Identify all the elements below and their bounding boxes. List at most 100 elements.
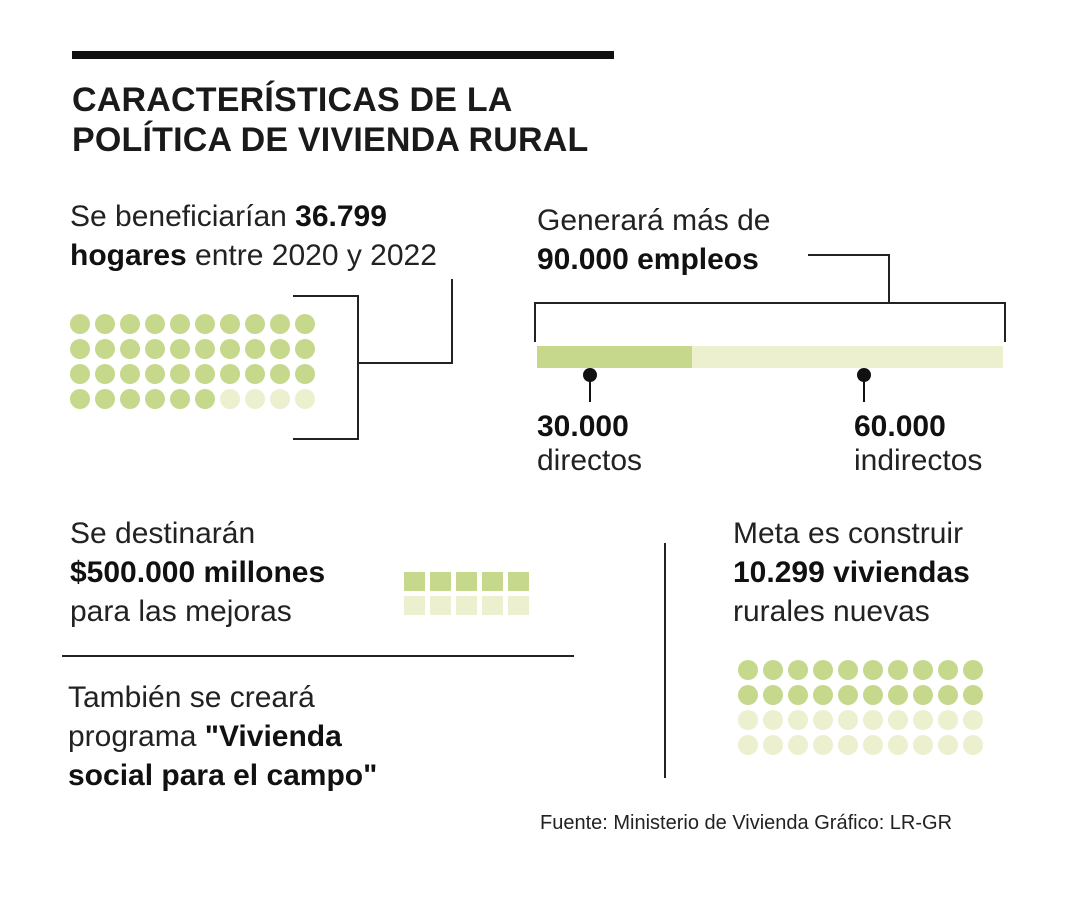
house-dot-filled bbox=[95, 364, 115, 384]
dwelling-dot-filled bbox=[913, 685, 933, 705]
empleos-bracket-left bbox=[534, 302, 536, 342]
programa-line-3: social para el campo" bbox=[68, 759, 378, 792]
house-dot-filled bbox=[245, 364, 265, 384]
dwelling-dot-empty bbox=[838, 710, 858, 730]
house-dot-filled bbox=[270, 339, 290, 359]
empleos-bracket-right bbox=[1004, 302, 1006, 342]
house-dot-filled bbox=[170, 364, 190, 384]
house-dot-filled bbox=[170, 339, 190, 359]
house-dot-filled bbox=[120, 314, 140, 334]
programa-line-1: También se creará bbox=[68, 681, 315, 714]
house-dot-filled bbox=[195, 339, 215, 359]
section-divider-v bbox=[664, 543, 666, 778]
hogares-bracket-side bbox=[357, 295, 359, 440]
house-dot-filled bbox=[145, 364, 165, 384]
budget-square-empty bbox=[404, 596, 425, 615]
house-dot-filled bbox=[245, 339, 265, 359]
house-dot-filled bbox=[145, 389, 165, 409]
house-dot-filled bbox=[270, 364, 290, 384]
dwelling-dot-filled bbox=[838, 685, 858, 705]
dwelling-dot-filled bbox=[838, 660, 858, 680]
dwelling-dot-empty bbox=[813, 710, 833, 730]
dwelling-dot-filled bbox=[963, 660, 983, 680]
top-rule bbox=[72, 51, 614, 59]
house-dot-empty bbox=[220, 389, 240, 409]
house-dot-filled bbox=[295, 314, 315, 334]
dwelling-dot-empty bbox=[788, 710, 808, 730]
house-dot-filled bbox=[95, 314, 115, 334]
budget-square-filled bbox=[430, 572, 451, 591]
mejoras-line-1: Se destinarán bbox=[70, 517, 256, 550]
empleos-connector-h bbox=[808, 254, 890, 256]
house-dot-filled bbox=[95, 339, 115, 359]
dwelling-dot-empty bbox=[788, 735, 808, 755]
dwelling-dot-filled bbox=[938, 660, 958, 680]
budget-square-filled bbox=[508, 572, 529, 591]
house-dot-filled bbox=[95, 389, 115, 409]
budget-square-filled bbox=[404, 572, 425, 591]
hogares-bracket-top bbox=[293, 295, 359, 297]
dwelling-dot-filled bbox=[938, 685, 958, 705]
house-dot-filled bbox=[70, 389, 90, 409]
viviendas-line-1: Meta es construir bbox=[733, 517, 964, 550]
dwelling-dot-empty bbox=[738, 710, 758, 730]
dwelling-dot-filled bbox=[863, 685, 883, 705]
viviendas-dot-grid bbox=[738, 660, 983, 755]
directos-pin-line bbox=[589, 380, 591, 402]
house-dot-filled bbox=[70, 314, 90, 334]
budget-square-empty bbox=[456, 596, 477, 615]
dwelling-dot-empty bbox=[838, 735, 858, 755]
dwelling-dot-empty bbox=[913, 735, 933, 755]
dwelling-dot-empty bbox=[963, 735, 983, 755]
house-dot-filled bbox=[245, 314, 265, 334]
hogares-connector-v bbox=[451, 279, 453, 364]
hogares-number: 36.799 bbox=[295, 200, 387, 233]
dwelling-dot-filled bbox=[963, 685, 983, 705]
house-dot-filled bbox=[295, 339, 315, 359]
mejoras-text: Se destinarán $500.000 millones para las… bbox=[70, 514, 410, 631]
dwelling-dot-empty bbox=[738, 735, 758, 755]
dwelling-dot-filled bbox=[763, 685, 783, 705]
dwelling-dot-empty bbox=[763, 735, 783, 755]
dwelling-dot-empty bbox=[863, 710, 883, 730]
house-dot-filled bbox=[270, 314, 290, 334]
indirectos-value: 60.000 bbox=[854, 410, 946, 443]
hogares-post: entre 2020 y 2022 bbox=[186, 239, 437, 272]
directos-label-group: 30.000 directos bbox=[537, 410, 642, 478]
dwelling-dot-empty bbox=[763, 710, 783, 730]
title-line-2: POLÍTICA DE VIVIENDA RURAL bbox=[72, 121, 589, 159]
section-divider-h bbox=[62, 655, 574, 657]
empleos-line-1: Generará más de bbox=[537, 204, 771, 237]
viviendas-line-3: rurales nuevas bbox=[733, 595, 930, 628]
dwelling-dot-filled bbox=[913, 660, 933, 680]
house-dot-filled bbox=[120, 339, 140, 359]
mejoras-line-3: para las mejoras bbox=[70, 595, 292, 628]
house-dot-filled bbox=[170, 389, 190, 409]
house-dot-filled bbox=[120, 389, 140, 409]
hogares-dot-grid bbox=[70, 314, 315, 409]
dwelling-dot-empty bbox=[888, 710, 908, 730]
house-dot-filled bbox=[195, 364, 215, 384]
dwelling-dot-empty bbox=[938, 735, 958, 755]
dwelling-dot-filled bbox=[813, 685, 833, 705]
dwelling-dot-empty bbox=[863, 735, 883, 755]
house-dot-empty bbox=[245, 389, 265, 409]
house-dot-filled bbox=[220, 364, 240, 384]
dwelling-dot-filled bbox=[888, 660, 908, 680]
dwelling-dot-filled bbox=[738, 660, 758, 680]
dwelling-dot-empty bbox=[913, 710, 933, 730]
indirectos-pin-line bbox=[863, 380, 865, 402]
empleos-text: Generará más de 90.000 empleos bbox=[537, 201, 937, 279]
dwelling-dot-empty bbox=[963, 710, 983, 730]
dwelling-dot-filled bbox=[888, 685, 908, 705]
dwelling-dot-filled bbox=[813, 660, 833, 680]
viviendas-text: Meta es construir 10.299 viviendas rural… bbox=[733, 514, 1053, 631]
hogares-pre: Se beneficiarían bbox=[70, 200, 296, 233]
empleos-bar-directos bbox=[537, 346, 692, 368]
house-dot-filled bbox=[70, 339, 90, 359]
source-credit: Fuente: Ministerio de Vivienda Gráfico: … bbox=[540, 812, 953, 834]
budget-square-empty bbox=[482, 596, 503, 615]
mejoras-square-grid bbox=[404, 572, 529, 615]
empleos-bracket-top bbox=[534, 302, 1006, 304]
dwelling-dot-filled bbox=[863, 660, 883, 680]
